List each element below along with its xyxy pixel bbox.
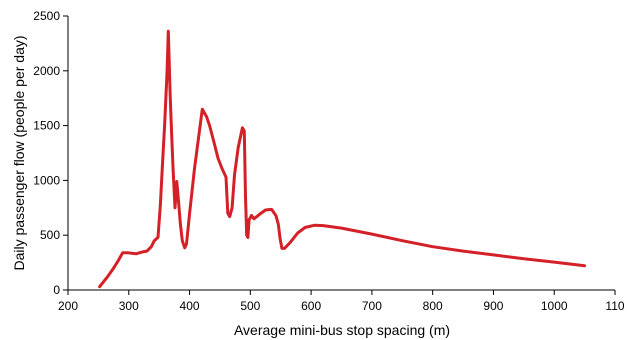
x-tick-label: 500 [240, 299, 260, 313]
x-tick-label: 600 [301, 299, 321, 313]
y-tick-label: 2500 [33, 9, 60, 23]
chart-axes: 0 500 1000 1500 2000 2500 200 300 400 500 600 700 80… [33, 9, 625, 313]
y-tick-label: 500 [40, 228, 60, 242]
x-tick-label: 200 [58, 299, 78, 313]
x-tick-label: 110 [605, 299, 624, 313]
x-tick-label: 1000 [541, 299, 568, 313]
x-tick-label: 800 [423, 299, 443, 313]
y-tick-label: 1000 [33, 173, 60, 187]
y-tick-label: 2000 [33, 64, 60, 78]
x-tick-label: 900 [483, 299, 503, 313]
chart-series [98, 29, 587, 289]
y-axis-title: Daily passenger flow (people per day) [11, 35, 27, 270]
y-tick-label: 1500 [33, 119, 60, 133]
x-tick-label: 300 [119, 299, 139, 313]
series-line [98, 29, 587, 289]
y-tick-label: 0 [53, 283, 60, 297]
x-tick-label: 400 [180, 299, 200, 313]
x-tick-label: 700 [362, 299, 382, 313]
x-axis-title: Average mini-bus stop spacing (m) [234, 322, 450, 338]
